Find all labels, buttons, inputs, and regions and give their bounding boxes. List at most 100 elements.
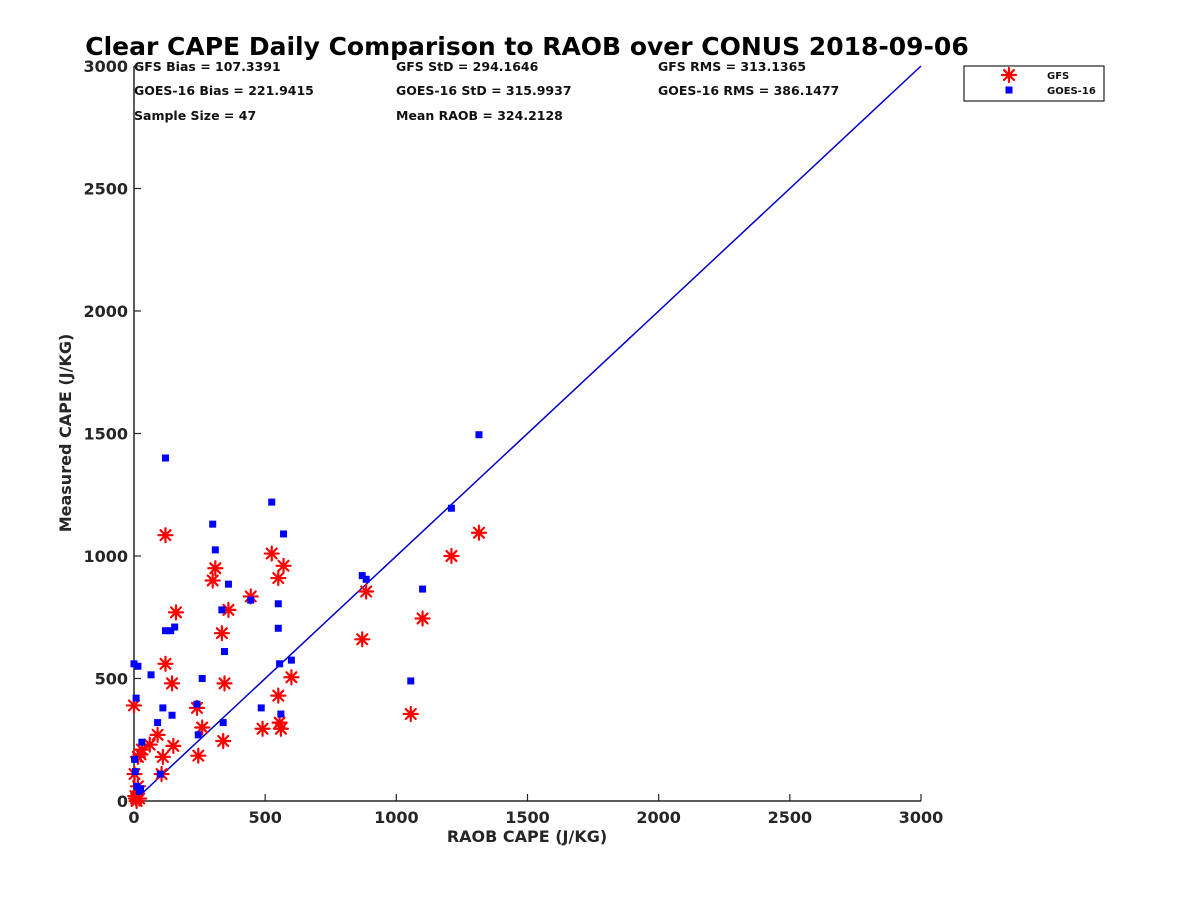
goes-point (209, 520, 217, 528)
x-tick-label: 500 (248, 808, 281, 827)
gfs-point (270, 569, 287, 587)
gfs-point (254, 720, 271, 737)
x-tick-label: 2000 (636, 808, 681, 827)
goes-point (161, 454, 169, 462)
gfs-point (402, 705, 419, 723)
gfs-point (215, 732, 232, 750)
gfs-point (190, 747, 207, 764)
gfs-point (149, 726, 166, 743)
gfs-bias-text: GFS Bias = 107.3391 (134, 59, 281, 74)
x-tick-label: 1500 (505, 808, 550, 827)
goes-point (130, 660, 138, 668)
data-points (125, 431, 488, 810)
gfs-point (131, 790, 148, 807)
y-tick-label: 3000 (83, 57, 128, 76)
x-axis-label: RAOB CAPE (J/KG) (447, 827, 607, 846)
goes-point (159, 704, 167, 712)
goes-point (287, 656, 295, 664)
gfs-point (275, 557, 292, 574)
y-axis-label: Measured CAPE (J/KG) (56, 334, 75, 533)
axis-ticks: 0 500 1000 1500 2000 2500 3000 0 500 1000 1500 2000… (83, 57, 943, 827)
goes-point (268, 498, 276, 506)
goes-point (247, 596, 255, 604)
goes-point (168, 711, 176, 719)
x-tick-label: 3000 (899, 808, 944, 827)
gfs-point (216, 675, 233, 692)
legend-gfs-marker (1000, 66, 1018, 84)
goes-point (276, 660, 284, 668)
goes-point (358, 572, 366, 580)
legend: GFS GOES-16 (963, 65, 1105, 102)
gfs-point (272, 720, 290, 737)
gfs-point (213, 625, 230, 642)
legend-goes-marker (1005, 86, 1013, 94)
gfs-point (165, 737, 182, 754)
goes-point (194, 731, 202, 739)
goes-point (193, 700, 201, 708)
sample-size-text: Sample Size = 47 (134, 108, 256, 123)
goes-point (257, 704, 265, 712)
legend-gfs-asterisk (1000, 66, 1018, 84)
goes-point (221, 648, 229, 656)
goes-point (419, 585, 427, 593)
goes-point (475, 431, 483, 439)
legend-gfs-label: GFS (1047, 71, 1069, 82)
gfs-point (283, 669, 300, 686)
gfs-point (167, 604, 185, 621)
gfs-point (414, 610, 431, 627)
goes-point (147, 671, 155, 679)
goes-rms-text: GOES-16 RMS = 386.1477 (658, 83, 839, 98)
x-tick-label: 2500 (768, 808, 813, 827)
goes-point (219, 719, 227, 727)
legend-box (963, 65, 1105, 102)
gfs-point (154, 748, 171, 766)
gfs-point (443, 547, 460, 565)
goes-point (447, 504, 455, 512)
goes-point (274, 600, 282, 608)
goes-point (167, 627, 175, 635)
y-tick-label: 2500 (83, 180, 128, 199)
goes-point (131, 768, 139, 776)
reference-line (133, 65, 922, 802)
y-tick-label: 1500 (83, 425, 128, 444)
gfs-point (207, 560, 224, 577)
x-tick-label: 1000 (374, 808, 419, 827)
goes-point (280, 530, 288, 538)
goes-point (274, 624, 282, 632)
goes-point (198, 675, 206, 682)
y-tick-label: 500 (95, 670, 128, 689)
gfs-point (157, 655, 174, 672)
goes-point (171, 623, 179, 631)
y-tick-label: 0 (117, 792, 128, 811)
goes-point (362, 575, 370, 583)
gfs-point (163, 675, 181, 692)
goes-point (132, 694, 140, 702)
gfs-std-text: GFS StD = 294.1646 (396, 59, 539, 74)
goes-point (156, 770, 164, 778)
goes-point (133, 782, 141, 790)
goes-point (407, 677, 415, 685)
mean-raob-text: Mean RAOB = 324.2128 (396, 108, 563, 123)
goes-point (211, 546, 219, 554)
goes-point (138, 738, 146, 746)
gfs-point (354, 631, 371, 648)
gfs-point (270, 687, 287, 704)
chart-title: Clear CAPE Daily Comparison to RAOB over… (85, 32, 968, 61)
gfs-point (204, 572, 221, 589)
goes-point (224, 580, 232, 588)
goes-point (134, 662, 142, 670)
y-tick-label: 1000 (83, 547, 128, 566)
legend-goes-square (1005, 86, 1013, 94)
goes-point (137, 785, 145, 793)
goes-point (154, 719, 162, 727)
goes-point (218, 606, 226, 614)
gfs-point (194, 719, 211, 736)
goes-bias-text: GOES-16 Bias = 221.9415 (134, 83, 314, 98)
y-tick-label: 2000 (83, 302, 128, 321)
goes-point (277, 710, 285, 718)
gfs-point (157, 527, 174, 544)
gfs-point (470, 524, 488, 541)
gfs-point (263, 545, 280, 562)
gfs-point (358, 583, 375, 600)
